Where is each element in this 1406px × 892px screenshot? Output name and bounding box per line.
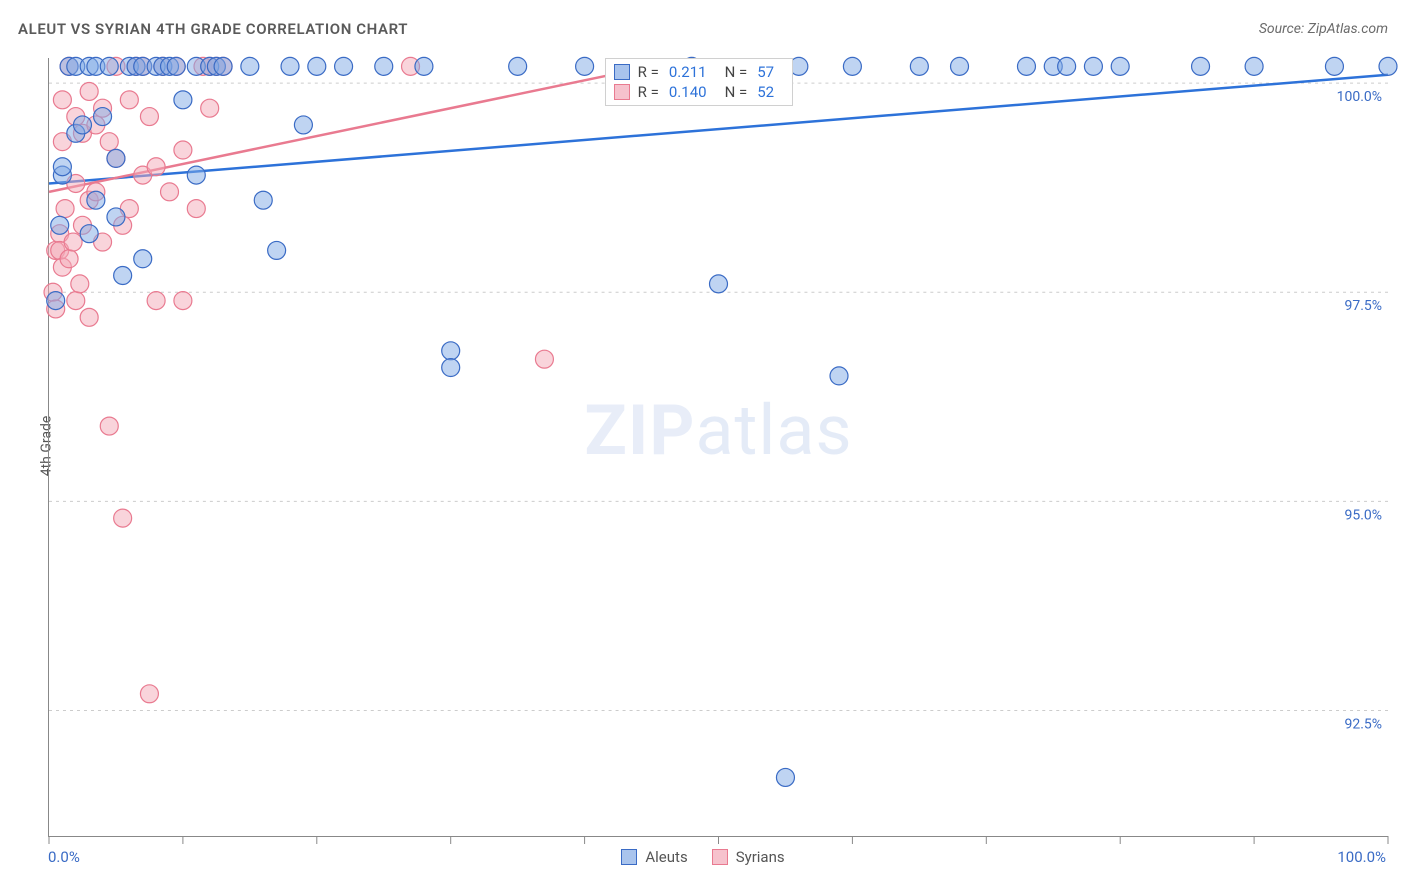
- stat-r-label: R =: [638, 83, 659, 101]
- stat-r-label: R =: [638, 63, 659, 81]
- legend-label: Syrians: [736, 848, 785, 866]
- stats-row-aleuts: R = 0.211 N = 57: [612, 62, 786, 82]
- svg-text:100.0%: 100.0%: [1337, 89, 1382, 105]
- chart-title: ALEUT VS SYRIAN 4TH GRADE CORRELATION CH…: [18, 20, 408, 38]
- stat-n-value: 57: [757, 63, 774, 81]
- legend-item-syrians: Syrians: [712, 848, 785, 866]
- legend: Aleuts Syrians: [0, 848, 1406, 866]
- svg-text:92.5%: 92.5%: [1345, 716, 1382, 732]
- stats-row-syrians: R = 0.140 N = 52: [612, 82, 786, 102]
- svg-text:95.0%: 95.0%: [1345, 507, 1382, 523]
- stat-n-value: 52: [757, 83, 774, 101]
- swatch-blue-icon: [614, 64, 630, 80]
- swatch-pink-icon: [614, 84, 630, 100]
- stats-box: R = 0.211 N = 57 R = 0.140 N = 52: [605, 58, 793, 106]
- chart-container: ALEUT VS SYRIAN 4TH GRADE CORRELATION CH…: [0, 0, 1406, 892]
- svg-text:97.5%: 97.5%: [1345, 298, 1382, 314]
- stat-n-label: N =: [725, 83, 748, 101]
- plot-area: ZIPatlas 92.5%95.0%97.5%100.0% R = 0.211…: [48, 58, 1388, 837]
- stat-n-label: N =: [725, 63, 748, 81]
- stat-r-value: 0.211: [669, 63, 707, 81]
- legend-label: Aleuts: [645, 848, 687, 866]
- legend-item-aleuts: Aleuts: [621, 848, 687, 866]
- header: ALEUT VS SYRIAN 4TH GRADE CORRELATION CH…: [18, 20, 1388, 38]
- plot-svg: 92.5% 95.0% 97.5% 100.0%: [49, 58, 1388, 836]
- swatch-pink-icon: [712, 849, 728, 865]
- swatch-blue-icon: [621, 849, 637, 865]
- stat-r-value: 0.140: [669, 83, 707, 101]
- source-label: Source: ZipAtlas.com: [1259, 21, 1388, 37]
